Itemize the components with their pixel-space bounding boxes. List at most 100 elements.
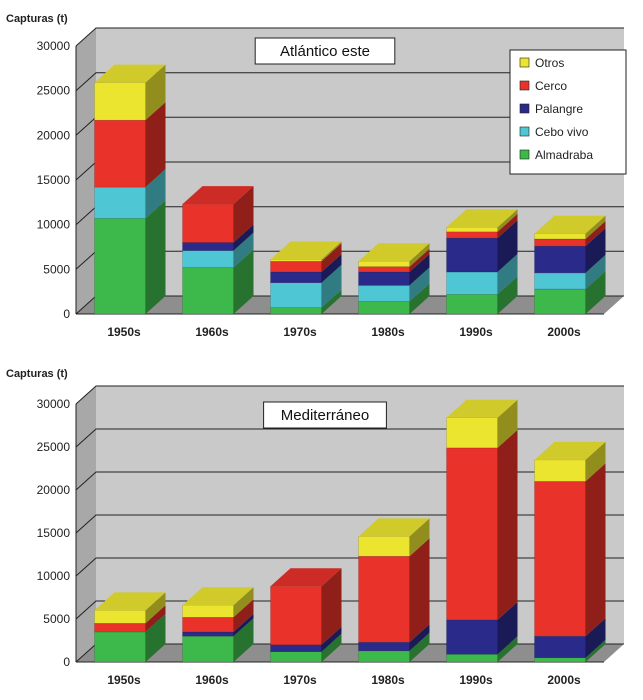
bar-segment-Palangre xyxy=(446,619,498,655)
y-tick-label: 0 xyxy=(63,307,70,321)
x-tick-label: 2000s xyxy=(547,325,581,339)
bar-top xyxy=(358,243,430,262)
y-axis-label: Capturas (t) xyxy=(6,368,68,380)
bar-segment-Palangre xyxy=(534,245,586,274)
bar-segment-Cerco xyxy=(358,266,410,273)
bar-top xyxy=(446,209,518,228)
bar-segment-Almadraba xyxy=(270,307,322,315)
bar-side-Otros xyxy=(409,243,430,267)
bar-side-Cebo vivo xyxy=(145,169,166,219)
bar-side-Cerco xyxy=(321,243,342,272)
bar-side-Cerco xyxy=(145,102,166,188)
bar-segment-Otros xyxy=(182,604,234,618)
bar-side-Cerco xyxy=(409,538,430,643)
bar-segment-Almadraba xyxy=(182,267,234,315)
bar-segment-Almadraba xyxy=(358,301,410,315)
bar-segment-Cerco xyxy=(446,231,498,239)
bar-segment-Otros xyxy=(270,259,322,262)
bar-side-Almadraba xyxy=(497,276,518,314)
bar-side-Cebo vivo xyxy=(497,254,518,295)
bar-segment-Almadraba xyxy=(446,294,498,315)
bar-segment-Almadraba xyxy=(270,651,322,663)
y-tick-label: 25000 xyxy=(37,84,71,98)
x-tick-label: 1960s xyxy=(195,673,229,687)
bar-segment-Cebo vivo xyxy=(182,250,234,268)
bar-segment-Almadraba xyxy=(446,654,498,663)
legend-label: Cerco xyxy=(535,79,567,93)
legend-swatch xyxy=(519,126,530,137)
bar-segment-Almadraba xyxy=(534,288,586,315)
bar-side-Otros xyxy=(585,441,606,482)
bar-segment-Palangre xyxy=(358,271,410,286)
gridline xyxy=(75,72,624,92)
bar-segment-Cerco xyxy=(534,481,586,637)
bar-stack-1960s xyxy=(182,587,254,663)
bar-side-Almadraba xyxy=(497,636,518,662)
bar-stack-1990s xyxy=(446,209,518,315)
bar-segment-Palangre xyxy=(270,271,322,283)
bar-segment-Cebo vivo xyxy=(534,272,586,290)
bar-segment-Almadraba xyxy=(358,650,410,663)
legend-swatch xyxy=(519,103,530,114)
bar-side-Otros xyxy=(585,215,606,239)
y-tick-label: 25000 xyxy=(37,440,71,454)
legend-label: Cebo vivo xyxy=(535,125,589,139)
x-tick-label: 1970s xyxy=(283,673,317,687)
chart-panel-2: 0 5000 10000 15000 20000 25000 30000 Capturas (… xyxy=(6,368,624,687)
bar-segment-Otros xyxy=(358,261,410,267)
bar-top xyxy=(270,241,342,260)
legend-box xyxy=(509,49,627,175)
bar-segment-Cebo vivo xyxy=(270,282,322,308)
bar-segment-Otros xyxy=(358,536,410,557)
bar-top xyxy=(94,592,166,611)
bar-side-Otros xyxy=(409,518,430,557)
bar-side-Otros xyxy=(497,399,518,448)
bar-side-Palangre xyxy=(321,626,342,652)
bar-top xyxy=(446,399,518,418)
legend-swatch xyxy=(519,80,530,91)
bar-top xyxy=(182,587,254,606)
y-tick-label: 20000 xyxy=(37,483,71,497)
bar-side-Almadraba xyxy=(145,200,166,314)
bar-segment-Otros xyxy=(446,227,498,233)
bar-segment-Otros xyxy=(94,610,146,624)
bar-segment-Palangre xyxy=(446,237,498,273)
bar-stack-1970s xyxy=(270,568,342,663)
bar-side-Palangre xyxy=(585,618,606,658)
bar-stack-2000s xyxy=(534,441,606,663)
y-tick-label: 30000 xyxy=(37,39,71,53)
y-tick-label: 10000 xyxy=(37,569,71,583)
bar-side-Almadraba xyxy=(409,632,430,662)
x-tick-label: 1950s xyxy=(107,673,141,687)
bar-side-Otros xyxy=(145,64,166,121)
bar-side-Almadraba xyxy=(585,639,606,662)
legend-swatch xyxy=(519,149,530,160)
x-tick-label: 1980s xyxy=(371,325,405,339)
bar-side-Almadraba xyxy=(233,618,254,662)
y-tick-label: 20000 xyxy=(37,128,71,142)
bar-side-Cerco xyxy=(585,221,606,247)
bar-segment-Palangre xyxy=(182,242,234,251)
legend-label: Otros xyxy=(535,56,564,70)
x-tick-label: 1990s xyxy=(459,673,493,687)
bar-side-Almadraba xyxy=(145,613,166,662)
bar-stack-1950s xyxy=(94,592,166,663)
title-box xyxy=(254,37,396,65)
y-tick-label: 15000 xyxy=(37,526,71,540)
y-axis-label: Capturas (t) xyxy=(6,13,68,25)
bar-segment-Otros xyxy=(534,233,586,240)
bar-segment-Cerco xyxy=(358,555,410,643)
bar-side-Cerco xyxy=(233,599,254,632)
bar-segment-Otros xyxy=(534,459,586,482)
bar-side-Otros xyxy=(145,592,166,624)
x-tick-label: 1990s xyxy=(459,325,493,339)
bar-side-Otros xyxy=(233,587,254,618)
bar-segment-Palangre xyxy=(270,644,322,652)
gridline xyxy=(75,27,624,47)
chart-title: Atlántico este xyxy=(280,43,370,60)
bar-side-Cerco xyxy=(497,429,518,620)
bar-side-Cerco xyxy=(145,605,166,632)
bar-segment-Cebo vivo xyxy=(94,186,146,219)
bar-segment-Cebo vivo xyxy=(446,271,498,295)
